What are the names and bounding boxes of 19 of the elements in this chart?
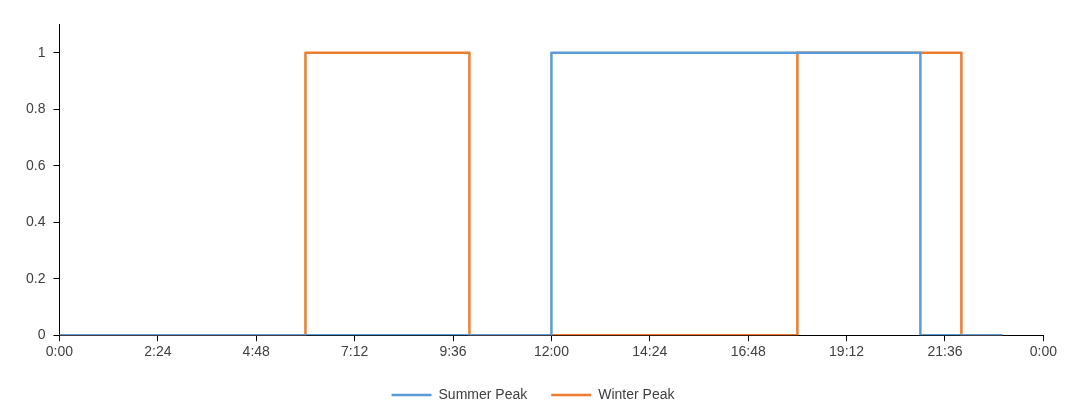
x-tick-label: 2:24 [144, 343, 172, 360]
y-tick-label: 0.4 [25, 213, 46, 230]
x-tick-label: 21:36 [927, 343, 963, 360]
x-tick-label: 14:24 [632, 343, 668, 360]
y-tick-label: 0.8 [25, 100, 46, 117]
x-tick-label: 19:12 [829, 343, 865, 360]
y-tick-label: 0 [37, 326, 46, 343]
x-tick-label: 4:48 [242, 343, 271, 360]
x-tick-label: 9:36 [439, 343, 467, 360]
legend-label: Summer Peak [438, 385, 529, 402]
x-tick-label: 12:00 [533, 343, 570, 360]
x-tick-label: 16:48 [730, 343, 766, 360]
x-tick-label: 0:00 [45, 343, 74, 360]
y-tick-label: 0.6 [25, 156, 46, 173]
y-tick-label: 1 [37, 43, 46, 60]
legend-label: Winter Peak [598, 385, 676, 402]
y-tick-label: 0.2 [25, 269, 46, 286]
x-tick-label: 7:12 [341, 343, 369, 360]
x-tick-label: 0:00 [1029, 343, 1058, 360]
